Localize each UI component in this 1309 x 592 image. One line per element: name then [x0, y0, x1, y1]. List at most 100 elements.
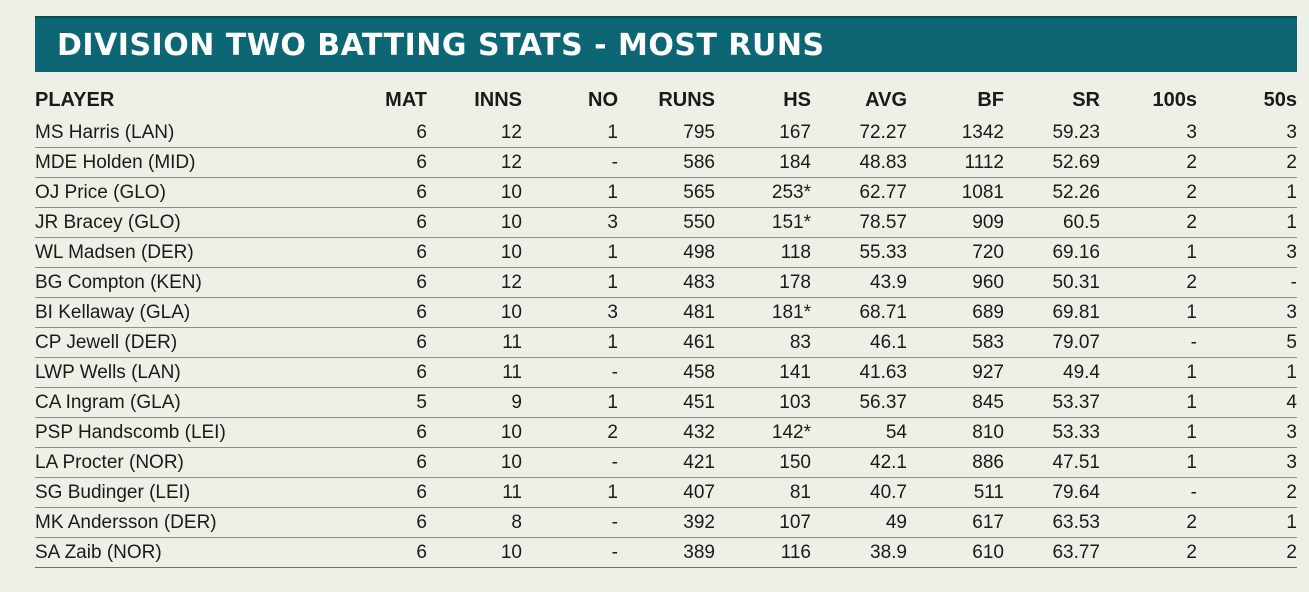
column-header-50s: 50s — [1263, 88, 1297, 111]
cell-hs: 107 — [715, 507, 811, 538]
cell-mat: 6 — [275, 357, 427, 388]
cell-runs: 451 — [618, 387, 715, 418]
column-header-player: PLAYER — [35, 88, 115, 111]
cell-no: 1 — [522, 267, 618, 298]
cell-avg: 38.9 — [811, 537, 907, 568]
cell-bf: 610 — [907, 537, 1004, 568]
cell-hs: 116 — [715, 537, 811, 568]
cell-100s: - — [1100, 327, 1197, 358]
cell-50s: 5 — [1197, 327, 1297, 358]
cell-inns: 11 — [427, 357, 522, 388]
header-row: PLAYER MAT INNS NO RUNS HS AVG BF SR 100… — [35, 84, 1297, 118]
cell-no: 1 — [522, 327, 618, 358]
cell-sr: 52.26 — [1004, 177, 1100, 208]
cell-inns: 10 — [427, 237, 522, 268]
cell-bf: 1112 — [907, 147, 1004, 178]
cell-100s: 3 — [1100, 118, 1197, 148]
cell-no: 3 — [522, 297, 618, 328]
table-row: CA Ingram (GLA) 5 9 1 451 103 56.37 845 53.37 1 4 — [35, 387, 1297, 418]
batting-stats-table: PLAYER MAT INNS NO RUNS HS AVG BF SR 100… — [35, 84, 1297, 568]
cell-50s: 2 — [1197, 537, 1297, 568]
cell-player: SA Zaib (NOR) — [35, 537, 275, 568]
cell-no: 1 — [522, 237, 618, 268]
cell-50s: 1 — [1197, 207, 1297, 238]
cell-hs: 103 — [715, 387, 811, 418]
cell-50s: 1 — [1197, 507, 1297, 538]
cell-inns: 10 — [427, 297, 522, 328]
cell-bf: 960 — [907, 267, 1004, 298]
column-header-runs: RUNS — [658, 88, 715, 111]
cell-100s: 2 — [1100, 177, 1197, 208]
cell-50s: 3 — [1197, 417, 1297, 448]
cell-100s: - — [1100, 477, 1197, 508]
cell-sr: 79.64 — [1004, 477, 1100, 508]
cell-bf: 720 — [907, 237, 1004, 268]
cell-100s: 1 — [1100, 417, 1197, 448]
cell-hs: 150 — [715, 447, 811, 478]
cell-inns: 10 — [427, 447, 522, 478]
cell-hs: 118 — [715, 237, 811, 268]
cell-50s: 3 — [1197, 118, 1297, 148]
cell-avg: 49 — [811, 507, 907, 538]
cell-bf: 810 — [907, 417, 1004, 448]
cell-sr: 50.31 — [1004, 267, 1100, 298]
cell-avg: 68.71 — [811, 297, 907, 328]
cell-runs: 389 — [618, 537, 715, 568]
cell-player: JR Bracey (GLO) — [35, 207, 275, 238]
cell-mat: 6 — [275, 237, 427, 268]
table-row: JR Bracey (GLO) 6 10 3 550 151* 78.57 909 60.5 2 1 — [35, 207, 1297, 238]
cell-inns: 12 — [427, 147, 522, 178]
cell-bf: 617 — [907, 507, 1004, 538]
cell-inns: 10 — [427, 417, 522, 448]
cell-sr: 69.16 — [1004, 237, 1100, 268]
cell-player: CA Ingram (GLA) — [35, 387, 275, 418]
cell-avg: 41.63 — [811, 357, 907, 388]
cell-no: 1 — [522, 177, 618, 208]
cell-runs: 461 — [618, 327, 715, 358]
table-row: LA Procter (NOR) 6 10-421 150 42.1 886 47.51 1 3 — [35, 447, 1297, 478]
cell-sr: 53.37 — [1004, 387, 1100, 418]
cell-50s: 1 — [1197, 177, 1297, 208]
cell-hs: 167 — [715, 118, 811, 148]
cell-avg: 72.27 — [811, 118, 907, 148]
cell-avg: 42.1 — [811, 447, 907, 478]
cell-bf: 845 — [907, 387, 1004, 418]
cell-sr: 69.81 — [1004, 297, 1100, 328]
cell-mat: 6 — [275, 177, 427, 208]
table-row: MDE Holden (MID) 6 12-586 184 48.83 1112 52.69… — [35, 147, 1297, 178]
cell-no: - — [522, 357, 618, 388]
cell-hs: 178 — [715, 267, 811, 298]
cell-bf: 689 — [907, 297, 1004, 328]
cell-sr: 60.5 — [1004, 207, 1100, 238]
cell-avg: 55.33 — [811, 237, 907, 268]
cell-100s: 1 — [1100, 447, 1197, 478]
table-row: SA Zaib (NOR) 6 10-389 116 38.9 610 63.77 2 2 — [35, 537, 1297, 568]
cell-50s: 3 — [1197, 237, 1297, 268]
cell-mat: 6 — [275, 417, 427, 448]
cell-mat: 6 — [275, 297, 427, 328]
cell-inns: 10 — [427, 177, 522, 208]
column-header-bf: BF — [977, 88, 1004, 111]
cell-runs: 586 — [618, 147, 715, 178]
cell-runs: 458 — [618, 357, 715, 388]
cell-no: - — [522, 507, 618, 538]
cell-hs: 83 — [715, 327, 811, 358]
table-row: WL Madsen (DER) 6 10 1 498 118 55.33 720 69.16 1 3 — [35, 237, 1297, 268]
table-row: PSP Handscomb (LEI) 6 10 2 432 142* 54 810 53.33… — [35, 417, 1297, 448]
cell-avg: 62.77 — [811, 177, 907, 208]
cell-runs: 498 — [618, 237, 715, 268]
cell-50s: 2 — [1197, 477, 1297, 508]
cell-inns: 12 — [427, 118, 522, 148]
cell-hs: 184 — [715, 147, 811, 178]
cell-inns: 11 — [427, 477, 522, 508]
cell-bf: 1342 — [907, 118, 1004, 148]
cell-no: - — [522, 447, 618, 478]
cell-100s: 2 — [1100, 537, 1197, 568]
cell-sr: 63.77 — [1004, 537, 1100, 568]
cell-50s: 4 — [1197, 387, 1297, 418]
table-row: SG Budinger (LEI) 6 11 1 407 81 40.7 511 79.64-2 — [35, 477, 1297, 508]
cell-100s: 2 — [1100, 207, 1197, 238]
cell-hs: 151* — [715, 207, 811, 238]
title-banner: DIVISION TWO BATTING STATS - MOST RUNS — [35, 16, 1297, 72]
cell-player: MDE Holden (MID) — [35, 147, 275, 178]
